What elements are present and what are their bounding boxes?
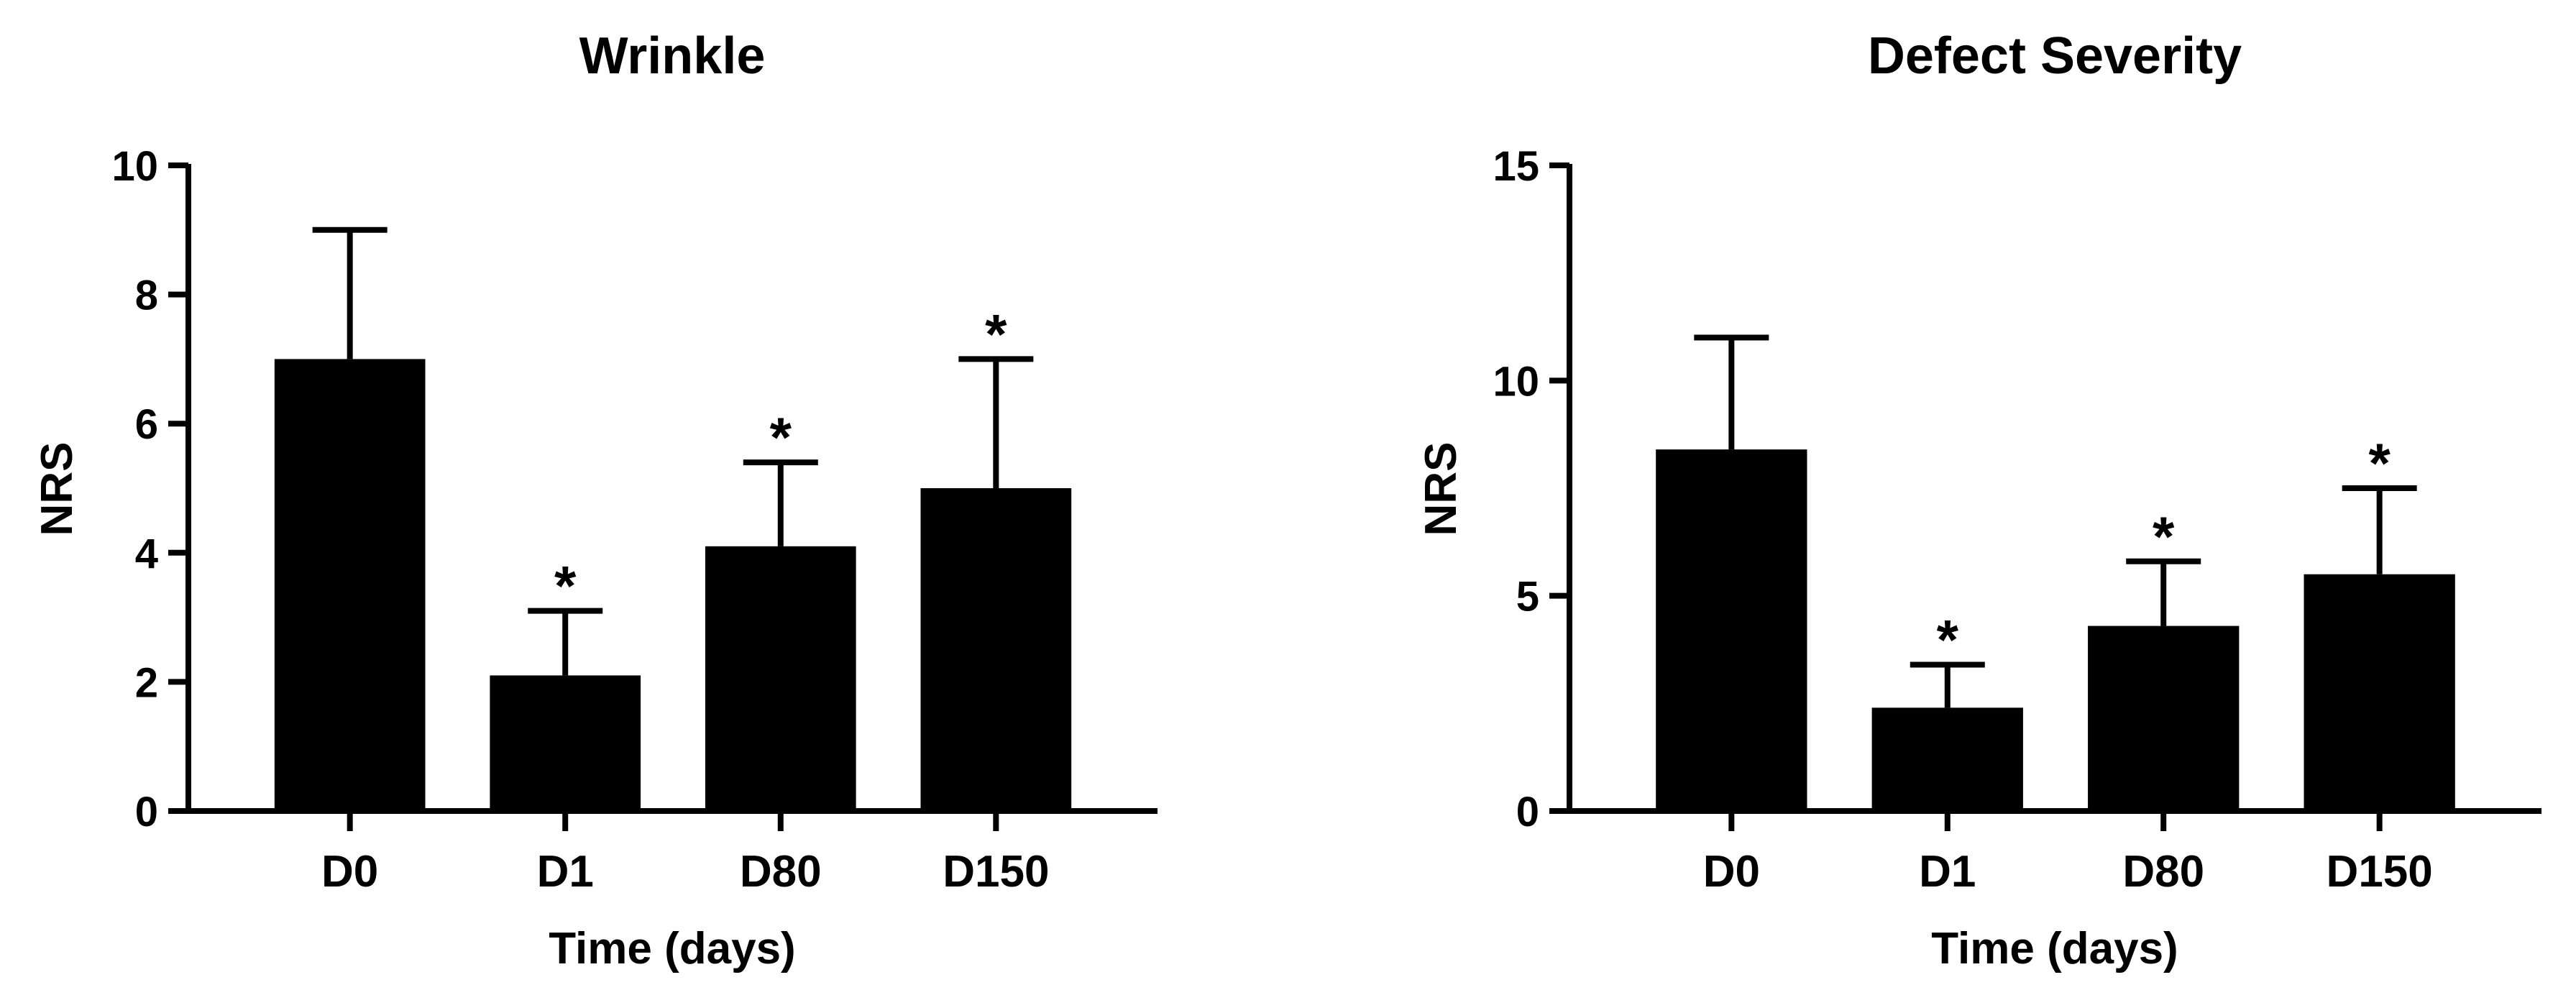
x-tick-label: D80 [2122,847,2204,897]
y-tick-label: 10 [1493,358,1539,405]
y-tick-label: 15 [1493,143,1539,190]
significance-marker: * [2153,505,2175,568]
x-tick-label: D150 [2327,847,2433,897]
bar [2088,626,2240,811]
x-tick-label: D80 [740,847,822,897]
bar [705,546,856,811]
y-tick-label: 0 [135,789,158,835]
chart-title: Defect Severity [1868,27,2242,85]
y-tick-label: 0 [1516,789,1539,835]
x-tick-label: D0 [321,847,378,897]
significance-marker: * [985,302,1007,365]
x-tick-label: D0 [1703,847,1760,897]
defect-severity-chart: Defect Severity NRS Time (days) 0 5 10 15 D0… [1416,27,2541,973]
significance-marker: * [554,554,577,618]
bar [1656,449,1807,811]
x-tick-label: D1 [537,847,594,897]
significance-marker: * [2368,431,2391,495]
significance-marker: * [770,406,792,469]
chart-title: Wrinkle [579,27,766,85]
x-axis-label: Time (days) [549,924,795,973]
y-tick-label: 10 [111,143,158,190]
bar [490,675,641,811]
bar [274,359,426,811]
x-axis-label: Time (days) [1931,924,2178,973]
bar [920,488,1072,811]
significance-marker: * [1937,608,1959,671]
bar [2304,574,2455,811]
wrinkle-chart: Wrinkle NRS Time (days) 0 2 4 6 8 10 D0 D1 * D80 *… [32,27,1158,973]
x-tick-label: D1 [1919,847,1976,897]
x-tick-label: D150 [943,847,1049,897]
bar [1871,707,2023,811]
y-axis-label: NRS [1416,442,1466,536]
y-axis-label: NRS [32,442,82,536]
y-tick-label: 8 [135,272,158,319]
y-tick-label: 6 [135,401,158,448]
y-tick-label: 2 [135,659,158,706]
y-tick-label: 4 [135,531,158,577]
y-tick-label: 5 [1516,574,1539,620]
